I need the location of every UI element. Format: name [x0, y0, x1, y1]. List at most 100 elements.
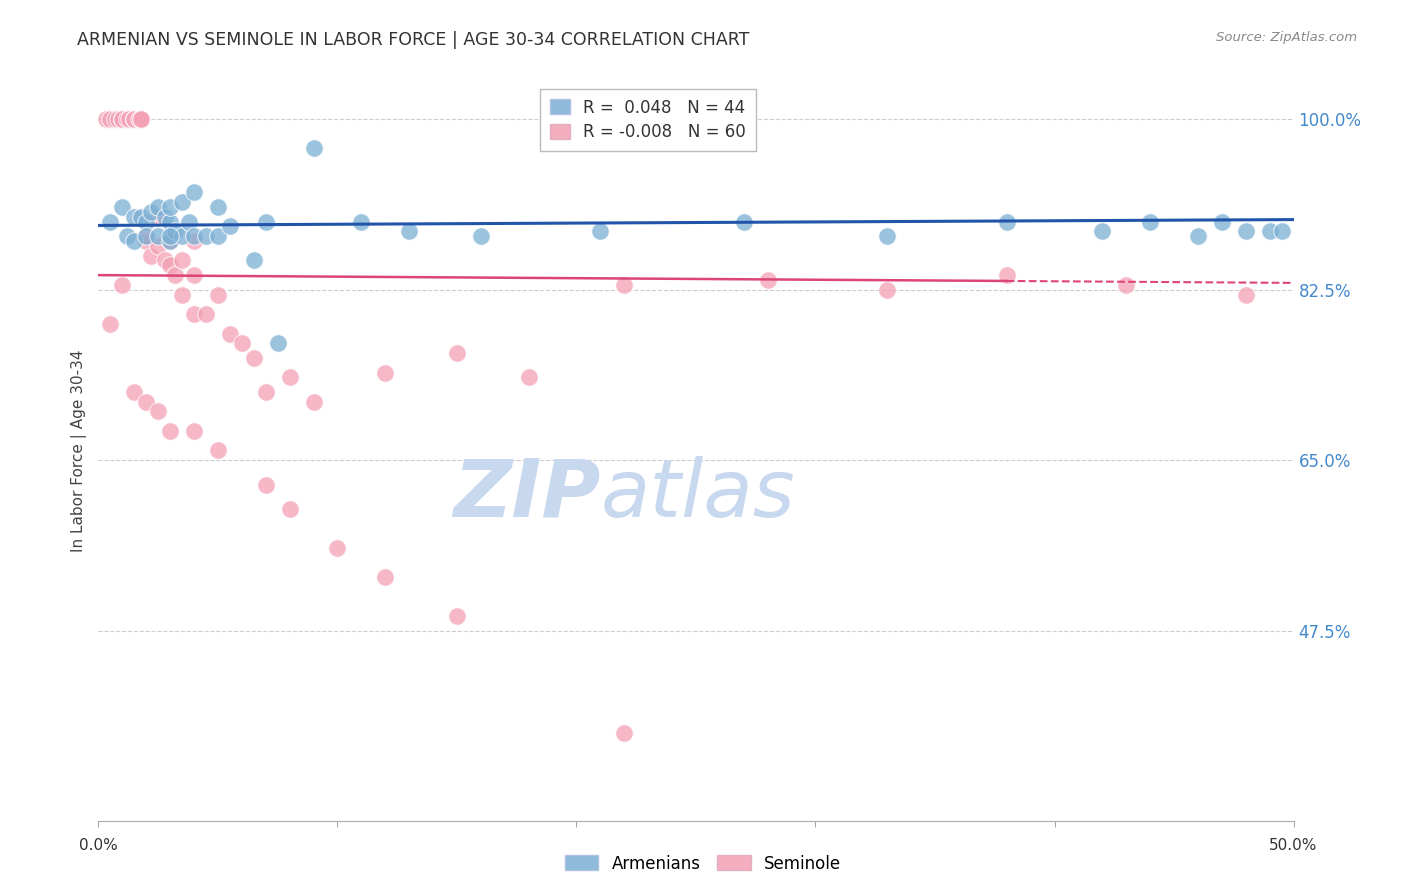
- Point: [135, 229, 157, 244]
- Legend: Armenians, Seminole: Armenians, Seminole: [558, 848, 848, 880]
- Point: [589, 224, 612, 238]
- Point: [111, 112, 134, 127]
- Point: [159, 424, 181, 438]
- Point: [1211, 214, 1233, 228]
- Point: [159, 214, 181, 228]
- Point: [1234, 287, 1257, 301]
- Point: [219, 326, 242, 341]
- Point: [756, 273, 779, 287]
- Point: [302, 141, 325, 155]
- Point: [254, 384, 277, 399]
- Point: [613, 726, 636, 740]
- Point: [267, 336, 290, 351]
- Point: [139, 249, 162, 263]
- Point: [111, 200, 134, 214]
- Point: [128, 112, 150, 127]
- Point: [111, 112, 134, 127]
- Point: [1115, 277, 1137, 292]
- Point: [148, 404, 170, 418]
- Point: [207, 229, 229, 244]
- Text: 0.0%: 0.0%: [79, 838, 118, 853]
- Point: [172, 195, 194, 210]
- Point: [183, 268, 205, 282]
- Point: [350, 214, 373, 228]
- Point: [207, 200, 229, 214]
- Text: atlas: atlas: [600, 456, 796, 534]
- Point: [446, 609, 468, 624]
- Point: [1187, 229, 1209, 244]
- Point: [98, 214, 122, 228]
- Point: [183, 186, 205, 200]
- Point: [148, 200, 170, 214]
- Point: [374, 366, 396, 380]
- Point: [124, 112, 146, 127]
- Point: [1271, 224, 1294, 238]
- Point: [98, 112, 122, 127]
- Text: ARMENIAN VS SEMINOLE IN LABOR FORCE | AGE 30-34 CORRELATION CHART: ARMENIAN VS SEMINOLE IN LABOR FORCE | AG…: [77, 31, 749, 49]
- Point: [135, 229, 157, 244]
- Point: [613, 277, 636, 292]
- Point: [195, 229, 218, 244]
- Point: [183, 307, 205, 321]
- Point: [115, 112, 138, 127]
- Point: [207, 287, 229, 301]
- Point: [131, 112, 153, 127]
- Point: [183, 234, 205, 248]
- Point: [446, 346, 468, 360]
- Point: [115, 229, 138, 244]
- Point: [183, 229, 205, 244]
- Point: [135, 394, 157, 409]
- Legend: R =  0.048   N = 44, R = -0.008   N = 60: R = 0.048 N = 44, R = -0.008 N = 60: [540, 88, 756, 152]
- Point: [517, 370, 540, 384]
- Point: [207, 443, 229, 458]
- Point: [278, 370, 301, 384]
- Point: [148, 239, 170, 253]
- Point: [219, 219, 242, 234]
- Point: [1234, 224, 1257, 238]
- Point: [1091, 224, 1114, 238]
- Point: [278, 502, 301, 516]
- Point: [179, 214, 201, 228]
- Y-axis label: In Labor Force | Age 30-34: In Labor Force | Age 30-34: [72, 349, 87, 552]
- Point: [148, 210, 170, 224]
- Point: [159, 200, 181, 214]
- Point: [183, 424, 205, 438]
- Point: [135, 234, 157, 248]
- Point: [159, 234, 181, 248]
- Point: [104, 112, 127, 127]
- Point: [733, 214, 755, 228]
- Point: [124, 384, 146, 399]
- Point: [111, 277, 134, 292]
- Point: [135, 214, 157, 228]
- Point: [159, 229, 181, 244]
- Point: [118, 112, 141, 127]
- Text: ZIP: ZIP: [453, 456, 600, 534]
- Point: [172, 253, 194, 268]
- Point: [470, 229, 492, 244]
- Point: [131, 112, 153, 127]
- Point: [326, 541, 349, 555]
- Point: [155, 210, 177, 224]
- Point: [243, 253, 266, 268]
- Point: [876, 283, 898, 297]
- Point: [172, 287, 194, 301]
- Point: [163, 268, 186, 282]
- Point: [302, 394, 325, 409]
- Point: [124, 210, 146, 224]
- Text: 50.0%: 50.0%: [1270, 838, 1317, 853]
- Point: [995, 214, 1018, 228]
- Point: [163, 224, 186, 238]
- Point: [124, 112, 146, 127]
- Point: [243, 351, 266, 365]
- Point: [254, 477, 277, 491]
- Text: Source: ZipAtlas.com: Source: ZipAtlas.com: [1216, 31, 1357, 45]
- Point: [195, 307, 218, 321]
- Point: [98, 317, 122, 331]
- Point: [148, 229, 170, 244]
- Point: [374, 570, 396, 584]
- Point: [107, 112, 129, 127]
- Point: [124, 112, 146, 127]
- Point: [159, 259, 181, 273]
- Point: [94, 112, 117, 127]
- Point: [155, 253, 177, 268]
